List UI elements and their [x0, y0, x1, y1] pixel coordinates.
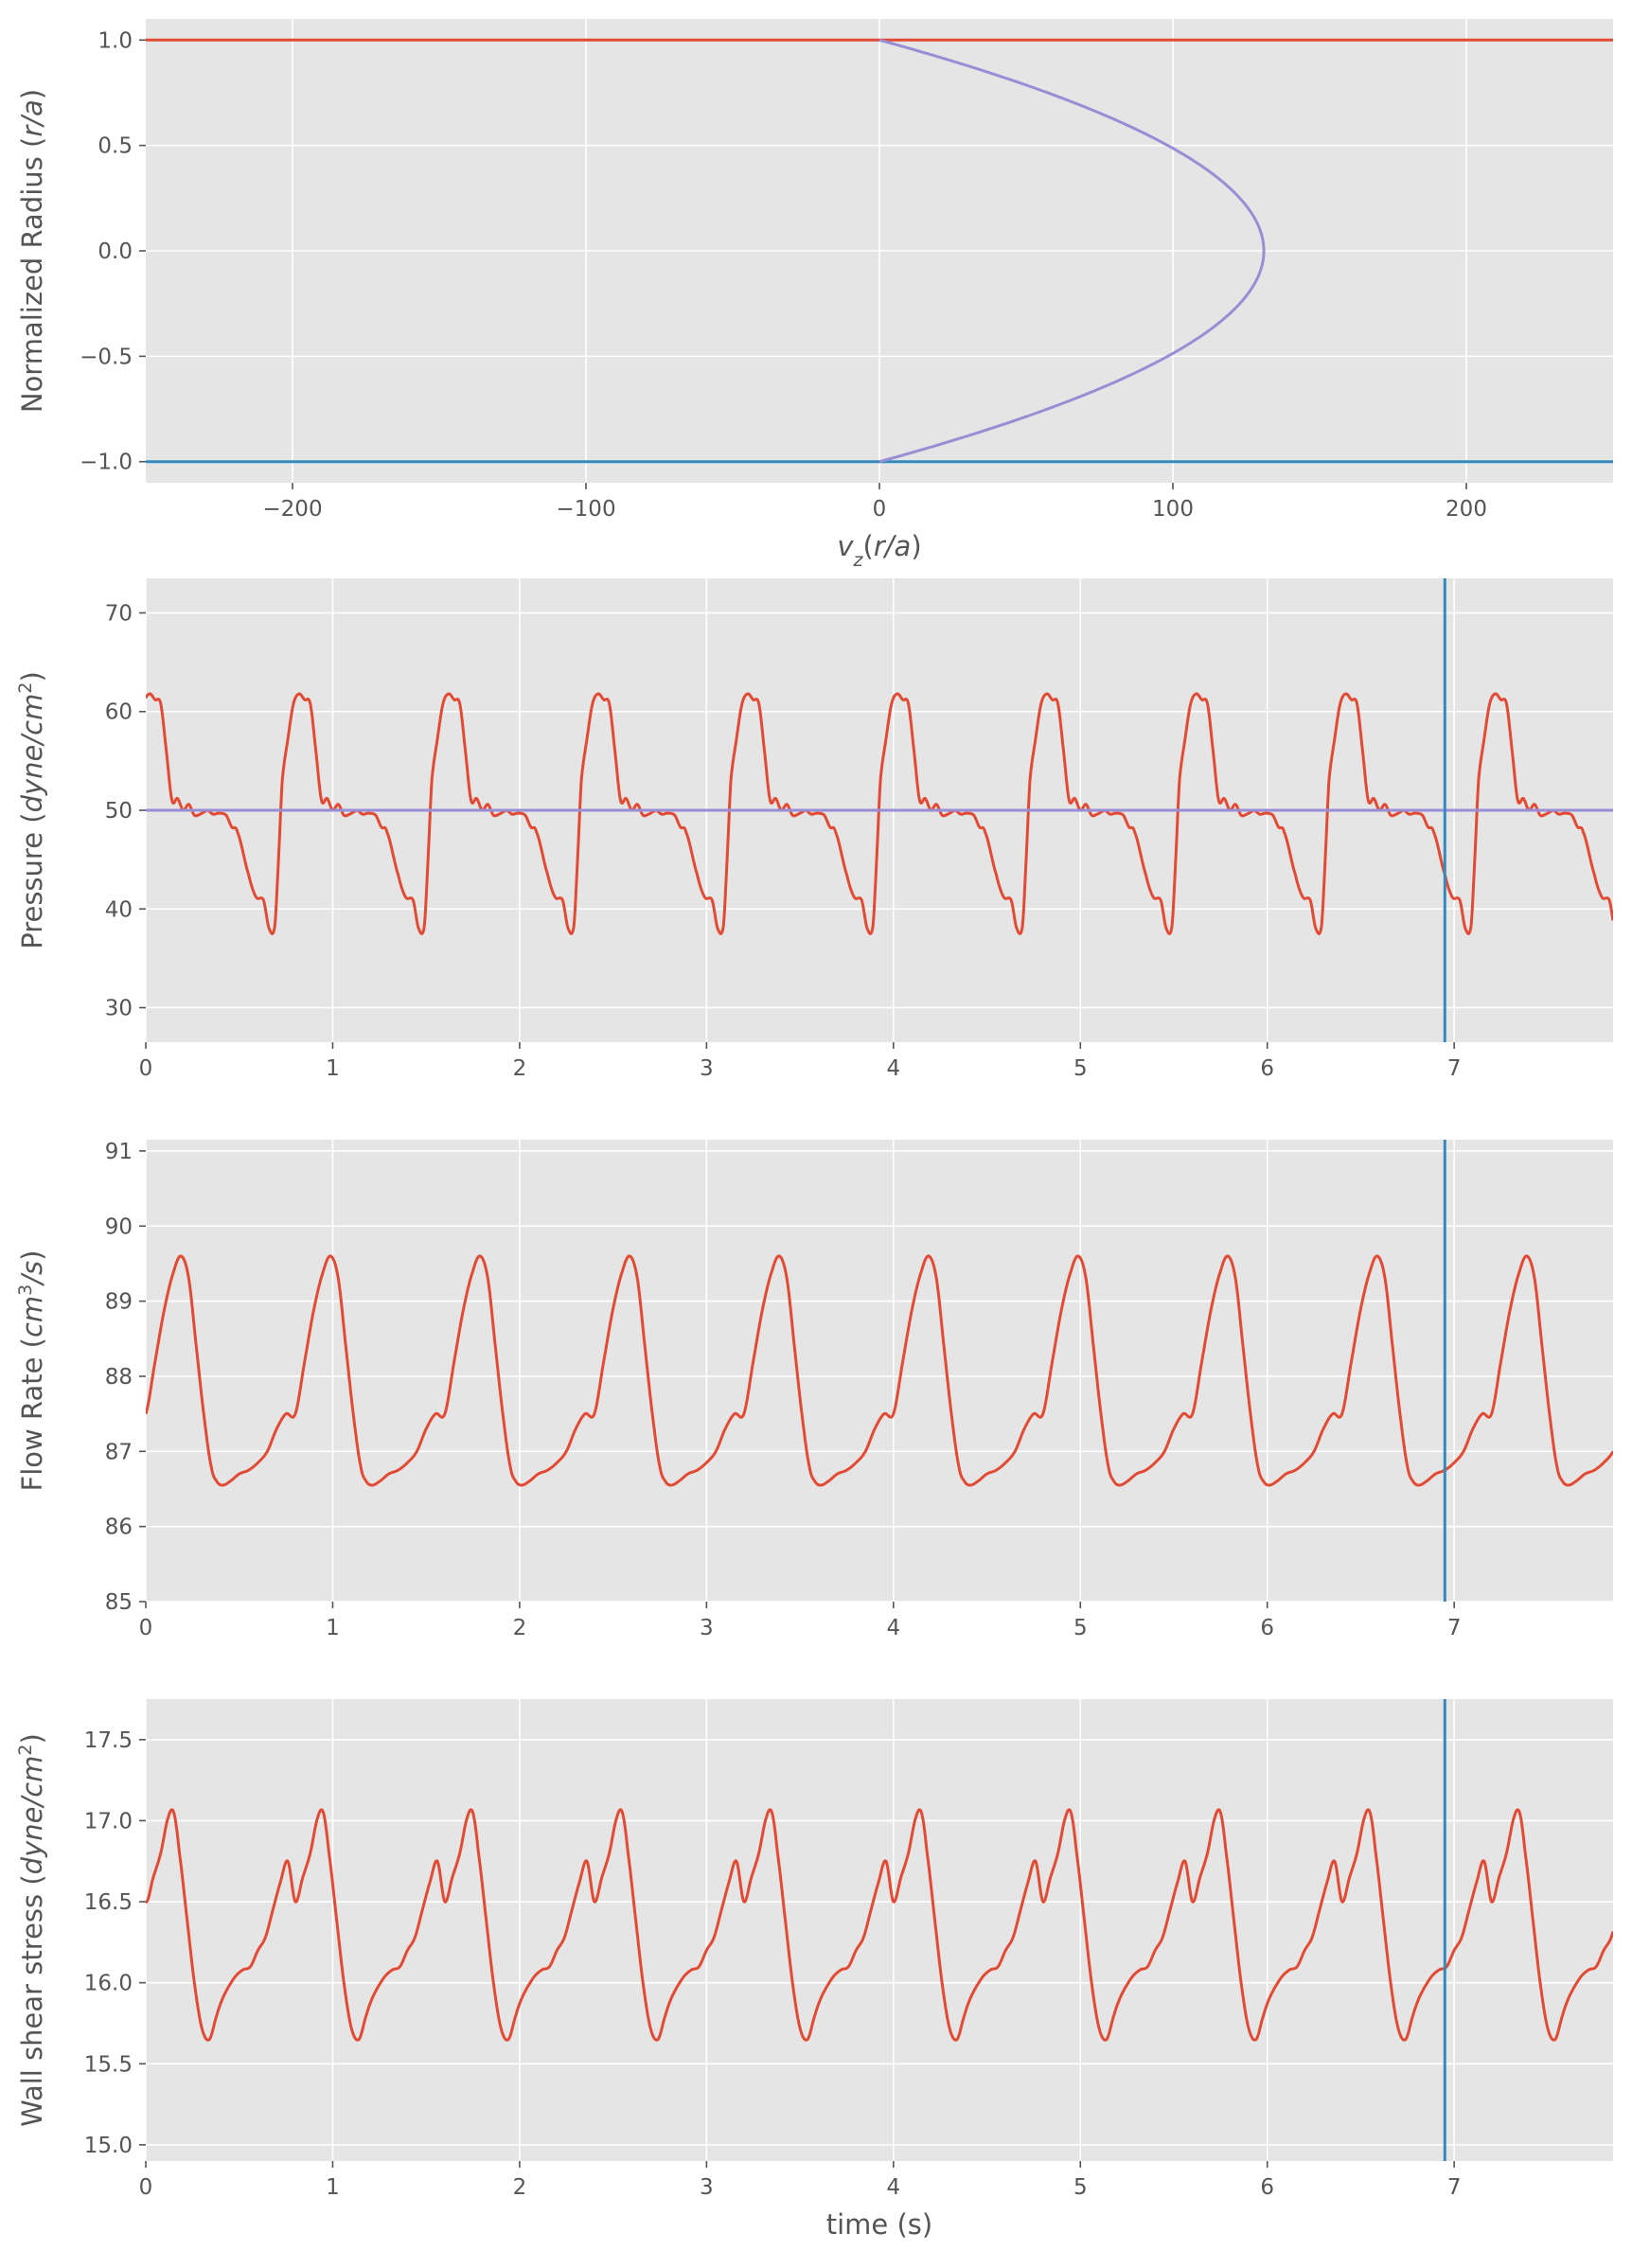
panel-velocity-profile: −200 −100 0 100 200 −1.0 −0.5 0.0 0.5 1.0 Normaliz…: [16, 19, 1613, 571]
y-tick-label: 70: [105, 601, 133, 626]
x-tick-label: 6: [1260, 2175, 1274, 2200]
x-tick-label: 4: [886, 1616, 900, 1640]
plot-area: [146, 1699, 1613, 2161]
x-tick-label: 1: [326, 1616, 340, 1640]
series-line-0: [146, 692, 1613, 935]
y-tick-label: 15.5: [84, 2052, 133, 2077]
y-tick-label: 17.0: [84, 1809, 133, 1834]
y-tick-label: 40: [105, 897, 133, 922]
x-tick-label: 1: [326, 1056, 340, 1081]
x-tick-label: 5: [1073, 1056, 1088, 1081]
x-tick-label: 3: [700, 2175, 714, 2200]
y-axis-label: Normalized Radius (r/a): [16, 89, 48, 413]
x-tick-label: 3: [700, 1616, 714, 1640]
panel-wall-shear-stress: 0 1 2 3 4 5 6 7 15.0 15.5 16.0 16.5 17.0 17.5 Wall she…: [15, 1699, 1613, 2241]
series-line-0: [146, 1808, 1613, 2042]
x-tick-label: 0: [139, 1616, 153, 1640]
y-tick-label: 17.5: [84, 1728, 133, 1753]
plot-area: [146, 1140, 1613, 1602]
y-tick-label: 85: [105, 1590, 133, 1615]
y-axis-label: Pressure (dyne/cm2): [15, 671, 48, 949]
x-tick-label: 5: [1073, 2175, 1088, 2200]
y-tick-label: 16.5: [84, 1890, 133, 1915]
series-group: [146, 38, 1613, 464]
x-tick-label: 6: [1260, 1056, 1274, 1081]
y-tick-label: 0.0: [98, 239, 133, 264]
y-tick-label: 88: [105, 1365, 133, 1390]
y-tick-label: 86: [105, 1515, 133, 1540]
x-tick-label: −100: [556, 497, 615, 522]
x-tick-label: 7: [1447, 1056, 1462, 1081]
x-tick-label: 7: [1447, 2175, 1462, 2200]
series-line-0: [146, 1254, 1613, 1487]
y-axis-label: Flow Rate (cm3/s): [15, 1250, 48, 1492]
x-tick-label: 0: [139, 2175, 153, 2200]
x-tick-label: 2: [513, 1056, 527, 1081]
y-axis-label: Wall shear stress (dyne/cm2): [15, 1733, 48, 2127]
y-tick-label: 89: [105, 1290, 133, 1315]
x-tick-label: 4: [886, 2175, 900, 2200]
series-group: [146, 1699, 1613, 2161]
y-tick-label: 30: [105, 997, 133, 1021]
y-tick-label: 90: [105, 1214, 133, 1239]
x-tick-label: 0: [139, 1056, 153, 1081]
series-group: [146, 578, 1613, 1042]
y-tick-label: 16.0: [84, 1972, 133, 1996]
panel-flow-rate: 0 1 2 3 4 5 6 7 85 86 87 88 89 90 91 Flow Rate (cm3/s): [15, 1140, 1613, 1640]
y-tick-label: 0.5: [98, 134, 133, 159]
x-tick-label: 100: [1152, 497, 1194, 522]
y-tick-label: 50: [105, 799, 133, 824]
x-tick-label: 200: [1446, 497, 1487, 522]
y-tick-label: 60: [105, 700, 133, 725]
x-tick-label: 1: [326, 2175, 340, 2200]
y-tick-label: 87: [105, 1440, 133, 1464]
series-line-2: [878, 38, 1266, 464]
y-tick-label: 1.0: [98, 28, 133, 53]
x-tick-label: 7: [1447, 1616, 1462, 1640]
x-tick-label: 0: [873, 497, 887, 522]
x-axis-label: vz(r/a): [837, 530, 921, 571]
y-tick-label: 15.0: [84, 2134, 133, 2158]
x-tick-label: 3: [700, 1056, 714, 1081]
panel-pressure: 0 1 2 3 4 5 6 7 30 40 50 60 70 Pressure (dyne/cm2): [15, 578, 1613, 1081]
x-tick-label: −200: [262, 497, 322, 522]
y-tick-label: −1.0: [80, 451, 133, 475]
x-axis-label: time (s): [826, 2208, 932, 2241]
x-tick-label: 2: [513, 1616, 527, 1640]
series-group: [146, 1140, 1613, 1602]
y-tick-label: 91: [105, 1140, 133, 1164]
x-tick-label: 4: [886, 1056, 900, 1081]
x-tick-label: 6: [1260, 1616, 1274, 1640]
y-tick-label: −0.5: [80, 345, 133, 369]
x-tick-label: 2: [513, 2175, 527, 2200]
x-tick-label: 5: [1073, 1616, 1088, 1640]
